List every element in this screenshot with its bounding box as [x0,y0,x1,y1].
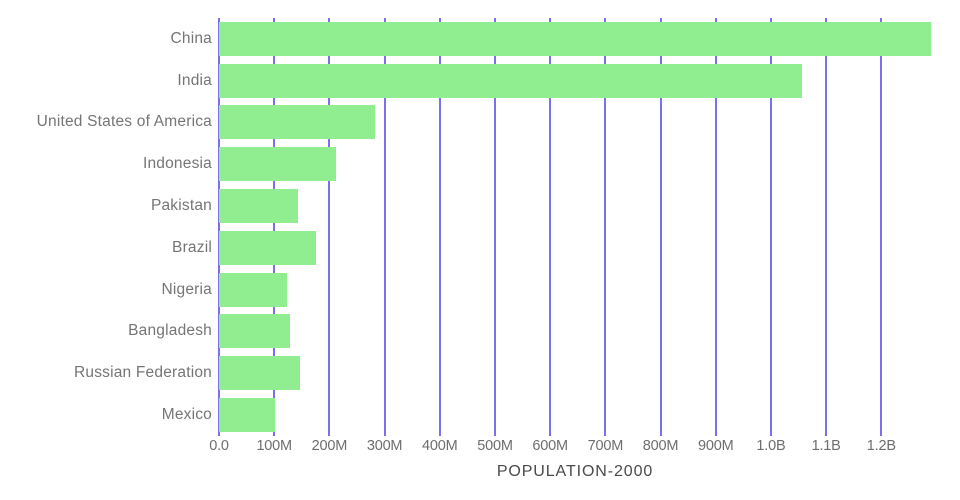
category-label-pakistan: Pakistan [150,197,212,215]
x-tick-label-1-2b: 1.2B [866,438,896,454]
bar-row-united-states-of-america [219,102,931,144]
x-tick-label-0-0: 0.0 [209,438,229,454]
bar-mexico[interactable] [219,398,276,433]
bar-row-nigeria [219,269,931,311]
category-label-india: India [177,71,212,89]
bar-brazil[interactable] [219,230,316,265]
bar-row-mexico [219,394,931,436]
category-label-china: China [170,29,212,47]
bar-row-brazil [219,227,931,269]
category-label-united-states-of-america: United States of America [36,113,212,131]
gridline-500m [493,18,496,436]
gridline-100m [273,18,276,436]
category-label-nigeria: Nigeria [161,280,212,298]
bar-russian-federation[interactable] [219,356,301,391]
x-tick-label-500m: 500M [477,438,513,454]
y-axis-line [218,18,220,436]
x-axis-tick-labels: 0.0 100M 200M 300M 400M 500M 600M 700M 800M 900M 1… [209,438,931,456]
x-tick-label-900m: 900M [697,438,734,454]
x-tick-label-400m: 400M [422,438,458,454]
gridline-200m [328,18,331,436]
bar-bangladesh[interactable] [219,314,291,349]
bar-row-india [219,60,931,102]
x-tick-label-700m: 700M [587,438,624,454]
x-tick-label-300m: 300M [366,438,403,454]
gridline-700m [604,18,607,436]
bar-india[interactable] [219,63,802,98]
bar-pakistan[interactable] [219,189,298,224]
bar-rows [219,18,931,436]
chart-title: POPULATION-2000 [496,463,654,480]
bar-row-bangladesh [219,311,931,353]
bar-row-china [219,18,931,60]
category-label-indonesia: Indonesia [142,155,212,173]
bar-nigeria[interactable] [219,272,287,307]
bar-china[interactable] [219,21,931,56]
x-tick-label-600m: 600M [532,438,568,454]
gridline-600m [549,18,552,436]
category-label-brazil: Brazil [172,238,212,256]
category-label-mexico: Mexico [161,406,212,424]
gridline-800m [659,18,662,436]
plot-area [218,18,931,436]
bar-row-indonesia [219,143,931,185]
bar-row-russian-federation [219,352,931,394]
bar-row-pakistan [219,185,931,227]
gridline-300m [383,18,386,436]
gridline-1-2b [880,18,883,436]
x-tick-label-1-1b: 1.1B [811,438,841,454]
bar-united-states-of-america[interactable] [219,105,375,140]
x-tick-label-1-0b: 1.0B [756,438,786,454]
x-tick-label-200m: 200M [311,438,348,454]
y-axis-category-labels: China India United States of America Indone… [0,18,212,436]
category-label-bangladesh: Bangladesh [128,322,212,340]
bar-indonesia[interactable] [219,147,336,182]
x-tick-label-100m: 100M [256,438,292,454]
gridline-1-0b [769,18,772,436]
gridline-1-1b [825,18,828,436]
x-tick-label-800m: 800M [642,438,679,454]
gridline-900m [714,18,717,436]
category-label-russian-federation: Russian Federation [73,364,212,382]
gridline-400m [438,18,441,436]
